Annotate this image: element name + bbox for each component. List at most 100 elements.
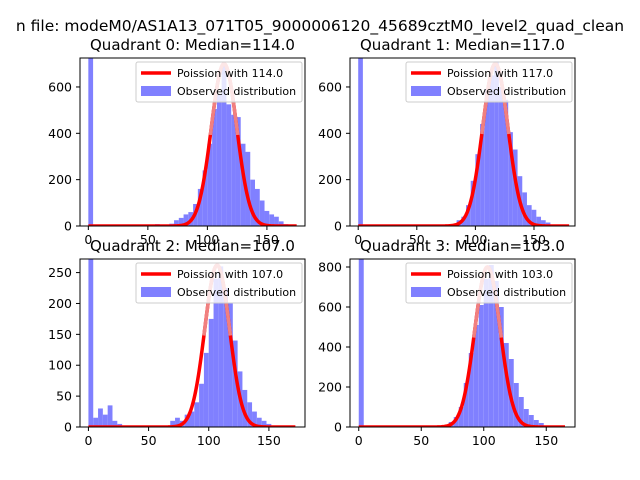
hist-bar — [203, 352, 209, 427]
legend-box — [135, 61, 303, 103]
hist-bar — [484, 89, 490, 226]
hist-bar — [199, 383, 204, 427]
y-tick-label: 0 — [64, 420, 72, 435]
hist-bar — [218, 266, 224, 427]
legend-label-observed: Observed distribution — [447, 85, 566, 98]
hist-bar — [245, 151, 251, 226]
y-tick-label: 50 — [56, 389, 72, 404]
subplot-quadrant-3: Quadrant 3: Median=103.0 0 50 100 150 0 200 400… — [318, 237, 576, 448]
hist-bar — [242, 389, 248, 427]
hist-bar — [174, 220, 179, 226]
hist-bar — [170, 420, 176, 427]
hist-bar — [503, 343, 509, 427]
hist-bar — [189, 411, 195, 427]
x-tick-label: 0 — [355, 433, 363, 448]
hist-bar — [480, 124, 485, 226]
hist-bar — [256, 417, 262, 427]
legend-label-fit: Poission with 117.0 — [447, 67, 553, 80]
y-tick-label: 100 — [48, 358, 72, 373]
hist-bars — [358, 259, 544, 427]
poisson-fit-line — [87, 62, 298, 226]
hist-bar — [483, 279, 489, 427]
hist-bar — [227, 303, 233, 427]
x-tick-label: 0 — [354, 232, 362, 247]
hist-bar — [183, 214, 189, 226]
hist-bar — [213, 278, 219, 427]
figure-suptitle: n file: modeM0/AS1A13_071T05_9000006120_… — [16, 17, 624, 36]
hist-bar — [494, 61, 499, 226]
hist-bar — [468, 353, 474, 427]
subplot-title: Quadrant 3: Median=103.0 — [360, 237, 565, 255]
hist-bar — [541, 220, 546, 226]
hist-bar — [107, 405, 113, 427]
hist-bar — [223, 288, 228, 427]
hist-bar — [259, 200, 265, 226]
y-tick-label: 400 — [318, 126, 342, 141]
axes-frame — [349, 57, 576, 227]
poisson-fit-line — [357, 265, 567, 427]
hist-bar — [250, 179, 255, 226]
legend-hist-swatch — [411, 287, 441, 297]
hist-bar — [533, 420, 539, 427]
hist-bar — [264, 210, 270, 226]
hist-bar — [526, 205, 532, 226]
hist-bar — [269, 214, 275, 226]
hist-bar — [274, 216, 279, 226]
x-tick-label: 0 — [84, 232, 92, 247]
legend: Poission with 107.0 Observed distribution — [135, 262, 303, 304]
hist-bar — [88, 259, 94, 427]
y-tick-label: 800 — [318, 260, 342, 275]
legend-box — [405, 61, 573, 103]
x-tick-label: 150 — [534, 433, 558, 448]
hist-bar — [240, 143, 246, 226]
hist-bar — [194, 402, 200, 427]
legend: Poission with 103.0 Observed distribution — [405, 262, 573, 304]
hist-bar — [226, 104, 232, 226]
hist-bar — [358, 259, 364, 427]
legend-box — [135, 262, 303, 304]
legend: Poission with 114.0 Observed distribution — [135, 61, 303, 103]
hist-bar — [503, 99, 509, 226]
axes-frame — [349, 258, 576, 428]
subplot-title: Quadrant 0: Median=114.0 — [90, 36, 295, 54]
y-tick-label: 600 — [318, 79, 342, 94]
hist-bar — [208, 318, 214, 427]
hist-bar — [102, 414, 108, 427]
x-tick-label: 50 — [140, 232, 156, 247]
hist-bar — [475, 154, 481, 226]
x-tick-label: 0 — [84, 433, 92, 448]
hist-bar — [488, 265, 494, 427]
hist-bar — [88, 58, 94, 226]
hist-bar — [261, 420, 267, 427]
subplot-quadrant-1: Quadrant 1: Median=117.0 0 50 100 150 0 200 400… — [318, 36, 576, 247]
x-tick-label: 100 — [195, 232, 219, 247]
hist-bar — [216, 93, 222, 226]
legend-hist-swatch — [141, 287, 171, 297]
x-tick-label: 100 — [472, 433, 496, 448]
hist-bar — [231, 114, 236, 226]
hist-bar — [235, 117, 241, 226]
hist-bar — [528, 415, 534, 427]
axes-frame — [79, 258, 306, 428]
hist-bar — [489, 75, 495, 226]
hist-bar — [466, 205, 471, 226]
hist-bar — [178, 217, 184, 226]
y-tick-label: 200 — [48, 296, 72, 311]
legend-box — [405, 262, 573, 304]
hist-bar — [358, 58, 363, 226]
y-tick-label: 150 — [48, 327, 72, 342]
y-tick-label: 0 — [64, 219, 72, 234]
y-tick-label: 200 — [318, 172, 342, 187]
hist-bar — [478, 305, 484, 427]
legend-label-fit: Poission with 103.0 — [447, 268, 553, 281]
hist-bar — [523, 409, 529, 427]
hist-bar — [255, 188, 260, 226]
y-tick-label: 600 — [318, 300, 342, 315]
x-tick-label: 50 — [413, 433, 429, 448]
x-tick-label: 50 — [409, 232, 425, 247]
hist-bar — [221, 66, 227, 226]
hist-bar — [498, 307, 504, 427]
legend-label-observed: Observed distribution — [177, 85, 296, 98]
hist-bar — [473, 325, 479, 427]
y-tick-label: 0 — [334, 219, 342, 234]
